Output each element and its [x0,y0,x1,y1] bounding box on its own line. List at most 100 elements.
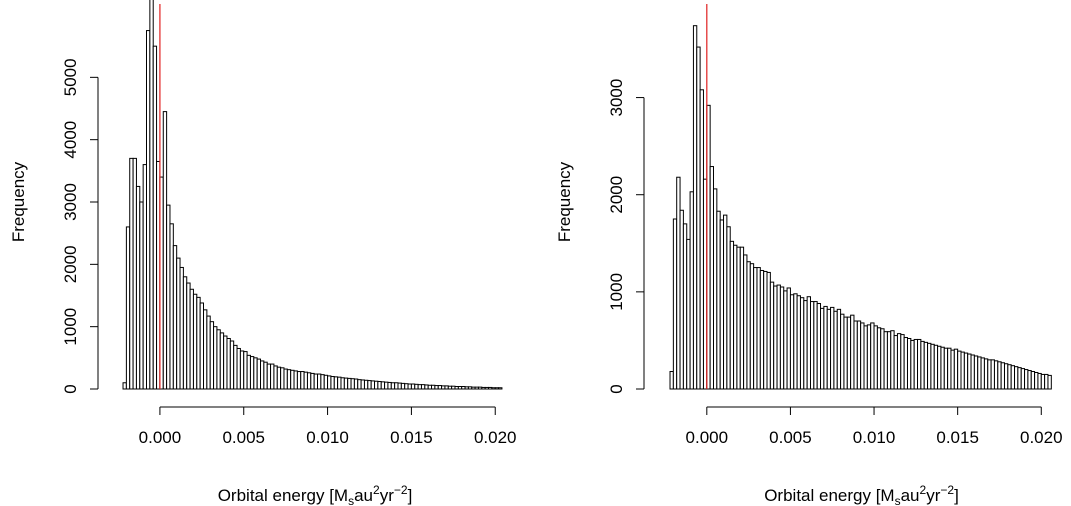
histogram-bar [993,360,999,390]
histogram-bar [417,384,422,390]
histogram-bar [246,354,251,390]
histogram-bar [896,333,902,390]
histogram-bar [716,210,721,390]
histogram-bar [890,330,895,390]
histogram-bar [437,385,443,390]
histogram-bar [880,328,885,390]
histogram-bar [427,384,433,390]
x-tick-label: 0.005 [222,428,265,447]
histogram-bar [363,379,369,390]
x-tick-label: 0.010 [306,428,349,447]
histogram-bar [387,381,392,390]
histogram-bar [799,297,805,390]
histogram-bar [917,338,922,390]
histogram-bar [783,290,788,390]
histogram-bar [967,353,972,390]
histogram-bar [739,246,745,390]
histogram-bar [866,324,872,390]
histogram-bar [146,30,151,390]
histogram-bar [337,376,342,390]
histogram-bar [397,382,402,390]
histogram-bar [756,267,761,390]
x-tick-label: 0.000 [139,428,182,447]
histogram-bar [424,384,429,390]
histogram-bar [122,382,127,390]
x-tick-label: 0.000 [686,428,729,447]
histogram-bar [883,331,888,390]
histogram-bar [434,385,439,390]
x-tick-label: 0.020 [474,428,517,447]
histogram-bar [853,320,858,390]
histogram-bar [420,384,426,390]
histogram-bar [162,111,168,390]
histogram-bar [390,382,396,390]
histogram-bar [953,348,959,390]
histogram-bar [494,387,500,390]
histogram-bar [893,335,898,390]
histogram-bar [431,384,436,390]
histogram-bar [320,374,325,390]
x-ticks-right: 0.000 0.005 0.010 0.015 0.020 [686,407,1063,447]
histogram-bar [796,295,801,390]
histogram-bar [313,373,319,390]
y-ticks-right: 0 1000 2000 3000 [607,79,644,394]
histogram-bar [209,321,215,390]
histogram-bar [793,293,798,390]
histogram-panel-right: 0.000 0.005 0.010 0.015 0.020 0100020003000 … [555,4,1063,506]
histogram-bar [743,254,748,390]
x-ticks-left: 0.000 0.005 0.010 0.015 0.020 [139,407,517,447]
histogram-bar [860,322,865,390]
histogram-bar [833,310,838,390]
histogram-bar [129,157,134,390]
histogram-bar [243,351,248,390]
histogram-bar [498,387,503,390]
x-tick-label: 0.010 [853,428,896,447]
histogram-bar [1027,370,1032,390]
histogram-bar [960,351,965,390]
x-axis-title-right: Orbital energy [Msau2yr−2] [764,483,959,506]
histogram-bar [813,301,818,390]
histogram-bar [1007,364,1012,390]
histogram-bar [940,346,945,390]
histogram-bar [906,337,912,390]
histogram-bar [719,219,725,390]
histogram-bar [729,240,735,390]
histogram-bar [166,204,171,390]
histogram-bar [963,352,969,390]
histogram-bar [477,386,483,390]
y-tick-label: 2000 [61,245,80,283]
histogram-bar [374,380,379,390]
histogram-bar [353,378,359,390]
histogram-bar [404,383,409,390]
histogram-bar [937,345,942,390]
histogram-bar [152,45,158,390]
histogram-bar [125,226,131,390]
histogram-bar [933,344,939,390]
histogram-bar [990,359,995,390]
histogram-bar [484,386,490,390]
histogram-bar [236,347,241,390]
histogram-bar [983,358,989,390]
histogram-bar [186,282,191,390]
histogram-bar [970,354,975,390]
y-tick-label: 2000 [607,176,626,214]
histogram-bar [709,166,714,390]
x-axis-title-left: Orbital energy [Msau2yr−2] [218,483,413,506]
histogram-bar [444,385,449,390]
histogram-bar [763,270,768,390]
histogram-bar [736,246,741,390]
histogram-bar [927,342,932,390]
histogram-bar [840,313,845,390]
histogram-bar [149,0,154,390]
y-tick-label: 3000 [61,183,80,221]
histogram-bar [380,381,386,390]
histogram-bar [206,315,211,390]
histogram-bar [850,314,855,390]
y-tick-label: 4000 [61,121,80,159]
histogram-bar [947,347,952,390]
histogram-bar [410,383,416,390]
histogram-bar [1034,371,1039,390]
histogram-bar [903,337,908,390]
histogram-bar [310,372,315,390]
